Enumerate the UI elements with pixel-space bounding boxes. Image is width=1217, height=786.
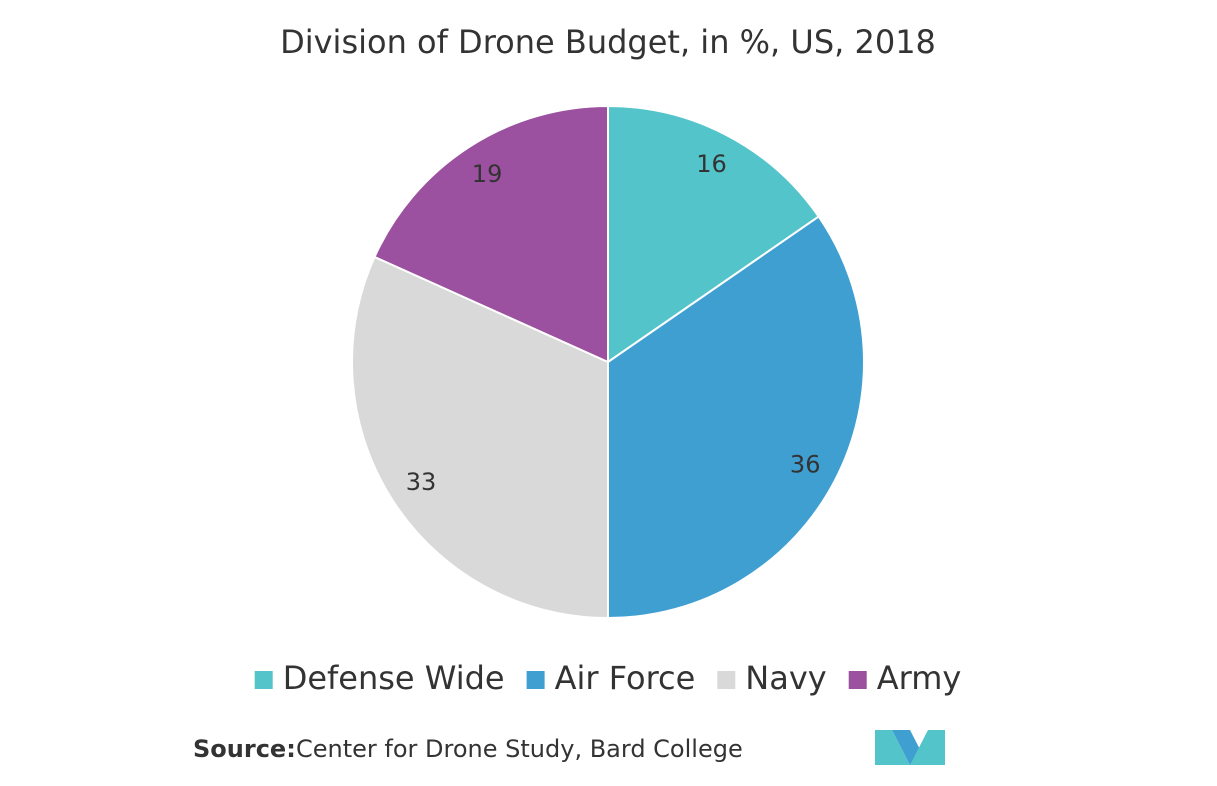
legend-label: Defense Wide	[283, 659, 505, 697]
source-text: Center for Drone Study, Bard College	[296, 735, 743, 763]
legend-label: Air Force	[555, 659, 696, 697]
data-label: 36	[790, 451, 821, 479]
logo	[875, 730, 945, 765]
pie-slice	[373, 104, 609, 364]
pie-slice	[607, 104, 821, 364]
legend-swatch	[254, 671, 273, 689]
pie-slice	[351, 255, 609, 620]
data-label: 16	[696, 150, 727, 178]
legend-swatch	[717, 671, 736, 689]
data-label: 19	[472, 160, 503, 188]
data-label: 33	[406, 468, 437, 496]
source-label: Source:	[193, 735, 296, 763]
pie-slice	[607, 215, 865, 620]
legend-label: Army	[877, 659, 962, 697]
legend-swatch	[526, 671, 545, 689]
chart-title: Division of Drone Budget, in %, US, 2018	[280, 23, 936, 61]
legend-swatch	[848, 671, 867, 689]
legend-label: Navy	[745, 659, 826, 697]
